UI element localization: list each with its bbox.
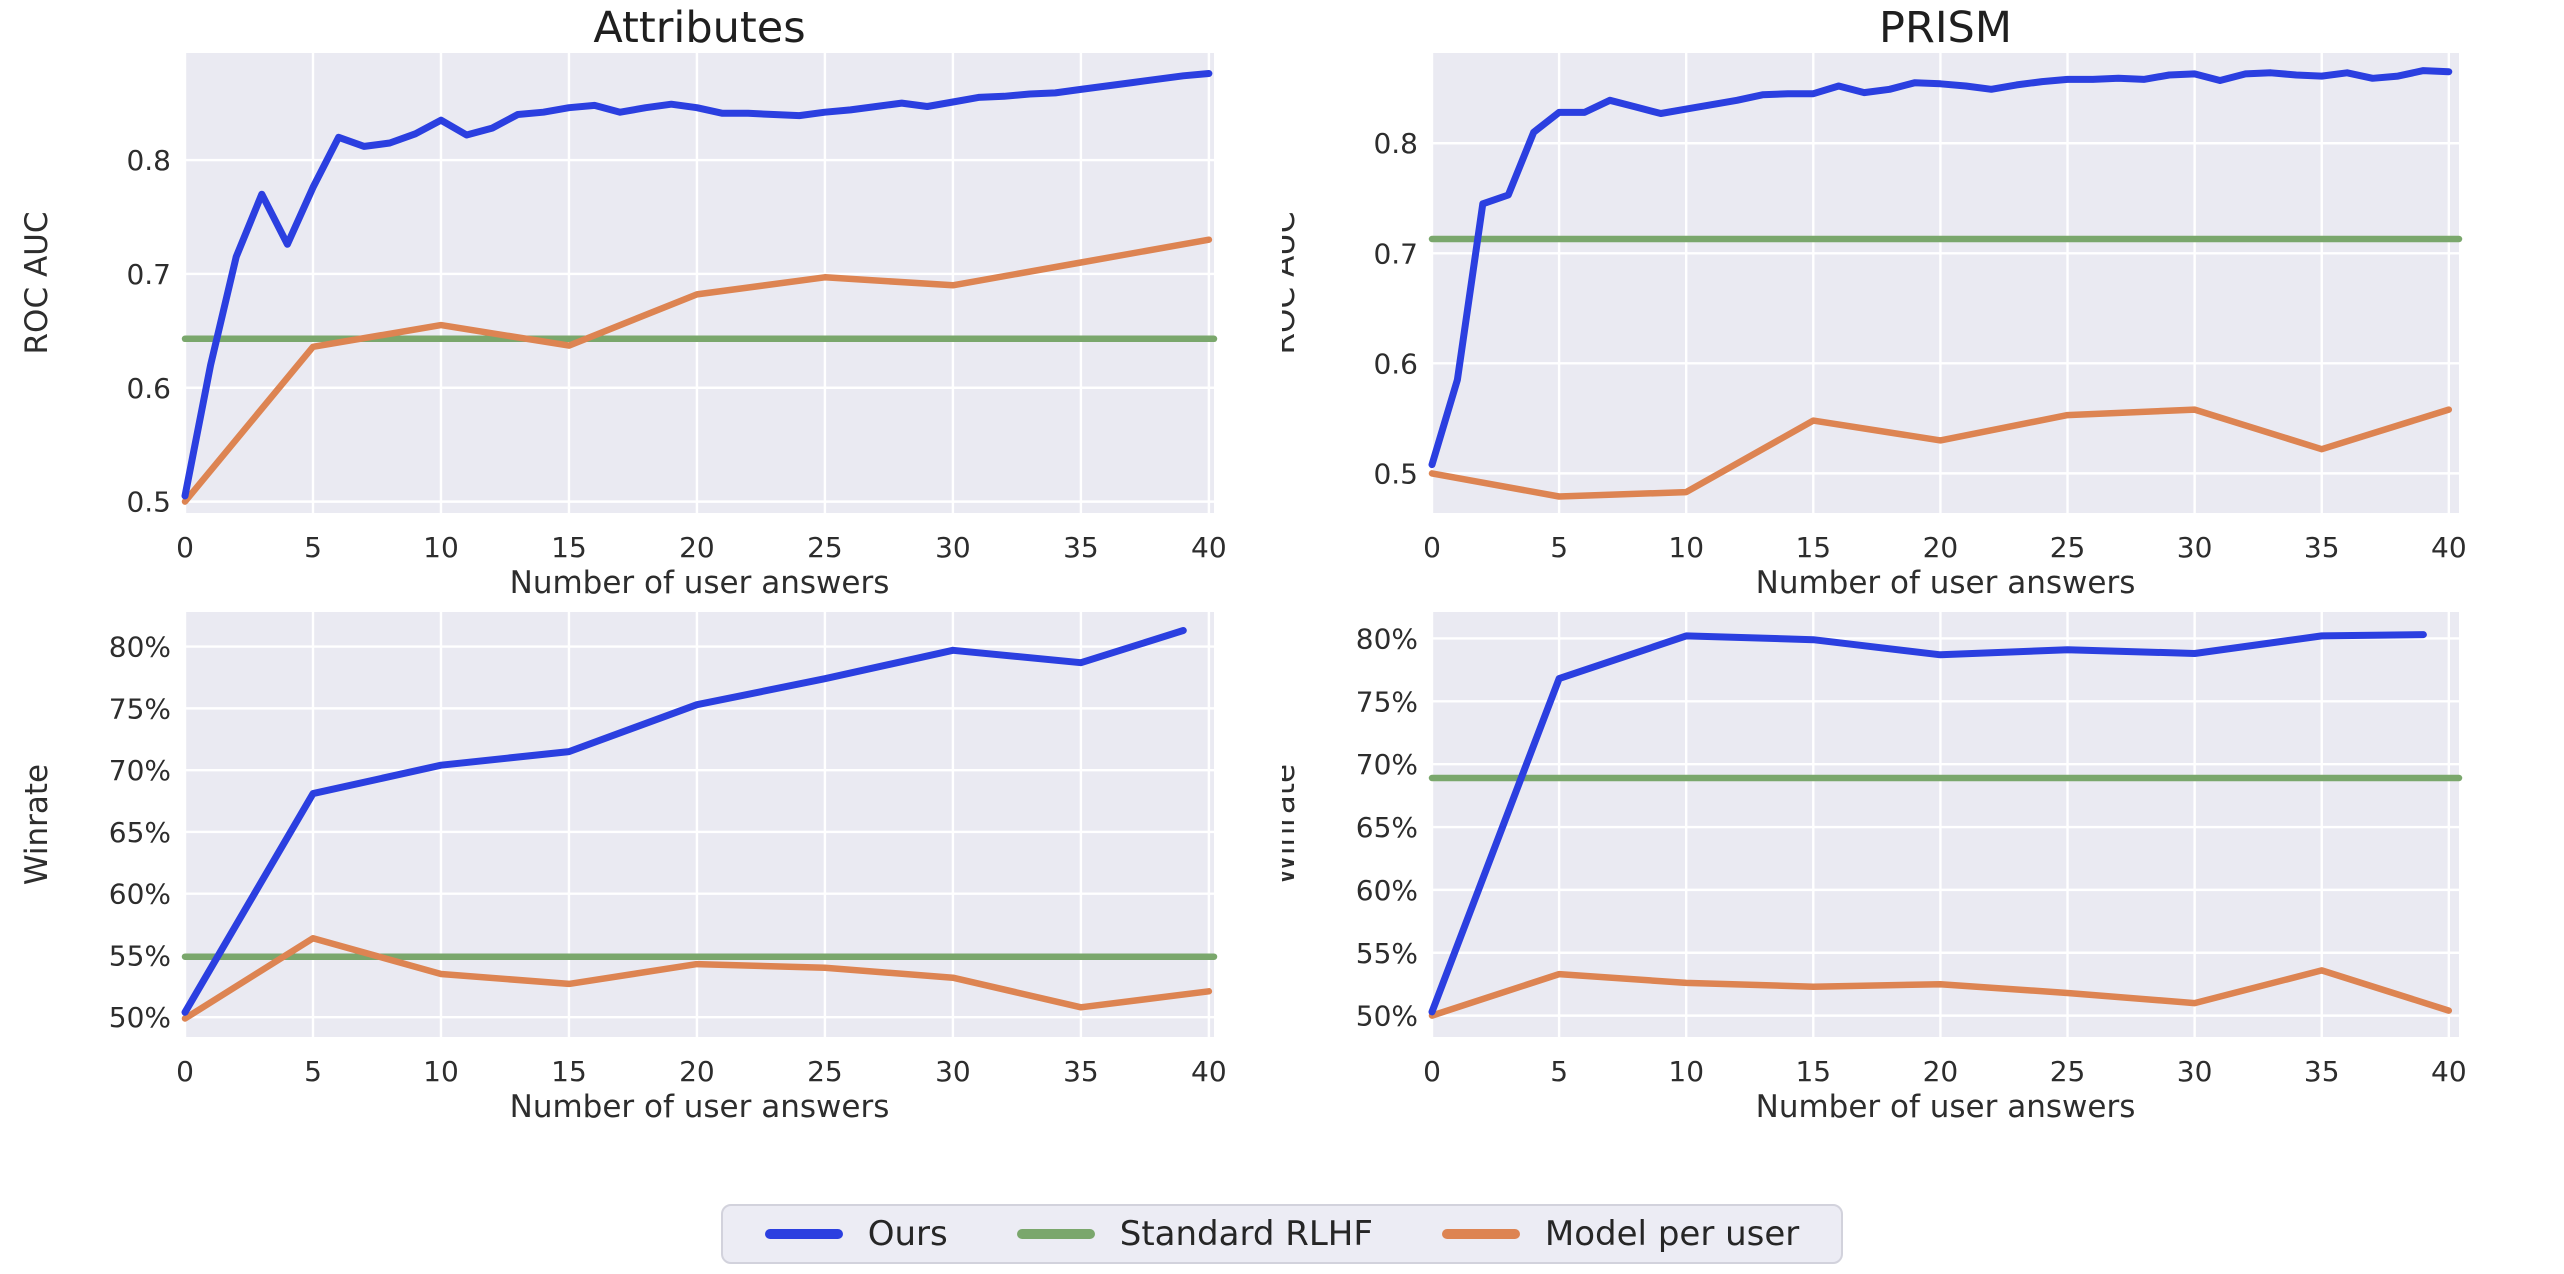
- x-axis-label: Number of user answers: [510, 1089, 890, 1125]
- y-tick-label: 0.8: [126, 144, 171, 177]
- x-tick-label: 40: [2431, 1055, 2467, 1088]
- x-tick-label: 20: [679, 1055, 715, 1088]
- chart-title: PRISM: [1879, 3, 2012, 53]
- x-tick-label: 35: [2304, 531, 2340, 564]
- y-tick-label: 0.5: [126, 486, 171, 519]
- y-axis-label: Winrate: [19, 764, 55, 885]
- legend-row: Ours Standard RLHF Model per user: [0, 1204, 2564, 1264]
- y-tick-label: 50%: [1356, 1000, 1418, 1033]
- legend-label: Standard RLHF: [1119, 1214, 1373, 1254]
- x-tick-label: 15: [1795, 1055, 1831, 1088]
- plot-area: [185, 53, 1214, 513]
- x-tick-label: 25: [807, 1055, 843, 1088]
- y-tick-label: 55%: [1356, 937, 1418, 970]
- x-tick-label: 15: [551, 1055, 587, 1088]
- legend-item-ours: Ours: [764, 1214, 948, 1254]
- x-tick-label: 25: [807, 531, 843, 564]
- series-model_per_user: [1428, 967, 2453, 1019]
- y-tick-label: 0.6: [1373, 347, 1418, 380]
- x-tick-label: 5: [304, 531, 322, 564]
- x-tick-label: 15: [1795, 531, 1831, 564]
- x-tick-label: 0: [176, 1055, 194, 1088]
- legend-swatch-model_per_user: [1441, 1229, 1520, 1239]
- x-axis-label: Number of user answers: [1756, 1089, 2136, 1125]
- x-axis-label: Number of user answers: [510, 565, 890, 600]
- x-tick-label: 0: [1423, 1055, 1441, 1088]
- x-tick-label: 35: [1063, 1055, 1099, 1088]
- chart-row-bottom: 0 5 10 15 20 25 30 35 40 50% 55% 60% 65% 70% 75% 80% Num…: [0, 600, 2564, 1160]
- y-tick-label: 0.7: [1373, 237, 1418, 270]
- x-tick-label: 0: [1423, 531, 1441, 564]
- x-tick-label: 5: [1550, 531, 1568, 564]
- y-tick-label: 75%: [1356, 685, 1418, 718]
- x-tick-label: 20: [679, 531, 715, 564]
- legend: Ours Standard RLHF Model per user: [720, 1204, 1844, 1264]
- chart-attributes-roc-auc: 0 5 10 15 20 25 30 35 40 0.5 0.6 0.7 0.8 Number of us…: [19, 3, 1227, 600]
- y-tick-label: 0.6: [126, 372, 171, 405]
- series-model_per_user: [181, 236, 1213, 505]
- y-tick-label: 70%: [1356, 748, 1418, 781]
- x-tick-label: 30: [2177, 1055, 2213, 1088]
- x-tick-label: 40: [1191, 531, 1227, 564]
- y-tick-label: 0.5: [1373, 457, 1418, 490]
- x-tick-label: 40: [1191, 1055, 1227, 1088]
- y-tick-label: 80%: [1356, 622, 1418, 655]
- chart-attributes-winrate: 0 5 10 15 20 25 30 35 40 50% 55% 60% 65% 70% 75% 80% Num…: [19, 612, 1227, 1125]
- x-tick-label: 5: [1550, 1055, 1568, 1088]
- y-tick-label: 80%: [109, 631, 171, 664]
- x-tick-label: 10: [423, 1055, 459, 1088]
- y-axis-label: ROC AUC: [19, 212, 55, 355]
- series-model_per_user: [181, 934, 1213, 1022]
- y-tick-label: 60%: [109, 878, 171, 911]
- legend-swatch-ours: [764, 1229, 843, 1239]
- series-ours: [1428, 67, 2453, 469]
- x-axis-label: Number of user answers: [1756, 565, 2136, 600]
- x-tick-label: 20: [1923, 1055, 1959, 1088]
- x-tick-label: 35: [2304, 1055, 2340, 1088]
- legend-label: Model per user: [1544, 1214, 1800, 1254]
- legend-item-standard_rlhf: Standard RLHF: [1016, 1214, 1373, 1254]
- y-tick-label: 50%: [109, 1001, 171, 1034]
- x-tick-label: 25: [2050, 531, 2086, 564]
- y-tick-label: 55%: [109, 939, 171, 972]
- y-tick-label: 65%: [1356, 811, 1418, 844]
- series-model_per_user: [1428, 406, 2453, 500]
- y-tick-label: 70%: [109, 754, 171, 787]
- x-tick-label: 5: [304, 1055, 322, 1088]
- x-tick-label: 10: [423, 531, 459, 564]
- series-ours: [181, 627, 1187, 1016]
- x-tick-label: 25: [2050, 1055, 2086, 1088]
- series-ours: [1428, 631, 2427, 1016]
- x-tick-label: 10: [1668, 531, 1704, 564]
- x-tick-label: 0: [176, 531, 194, 564]
- y-tick-label: 75%: [109, 692, 171, 725]
- x-tick-label: 30: [2177, 531, 2213, 564]
- x-tick-label: 30: [935, 531, 971, 564]
- series-ours: [181, 70, 1213, 500]
- y-tick-label: 60%: [1356, 874, 1418, 907]
- chart-prism-winrate: 0 5 10 15 20 25 30 35 40 50% 55% 60% 65% 70% 75% 80% Num…: [1282, 612, 2467, 1125]
- y-axis-label: Winrate: [1282, 764, 1302, 885]
- x-tick-label: 20: [1923, 531, 1959, 564]
- chart-prism-roc-auc: 0 5 10 15 20 25 30 35 40 0.5 0.6 0.7 0.8 Number of us…: [1282, 3, 2467, 600]
- chart-row-top: 0 5 10 15 20 25 30 35 40 0.5 0.6 0.7 0.8 Number of us…: [0, 0, 2564, 600]
- y-tick-label: 0.7: [126, 258, 171, 291]
- x-tick-label: 10: [1668, 1055, 1704, 1088]
- legend-label: Ours: [867, 1214, 948, 1254]
- x-tick-label: 15: [551, 531, 587, 564]
- legend-item-model_per_user: Model per user: [1441, 1214, 1800, 1254]
- x-tick-label: 35: [1063, 531, 1099, 564]
- y-tick-label: 65%: [109, 816, 171, 849]
- legend-swatch-standard_rlhf: [1016, 1229, 1095, 1239]
- x-tick-label: 30: [935, 1055, 971, 1088]
- y-axis-label: ROC AUC: [1282, 212, 1302, 355]
- plot-area: [1432, 612, 2459, 1037]
- chart-title: Attributes: [593, 3, 805, 53]
- plot-area: [185, 612, 1214, 1037]
- x-tick-label: 40: [2431, 531, 2467, 564]
- y-tick-label: 0.8: [1373, 127, 1418, 160]
